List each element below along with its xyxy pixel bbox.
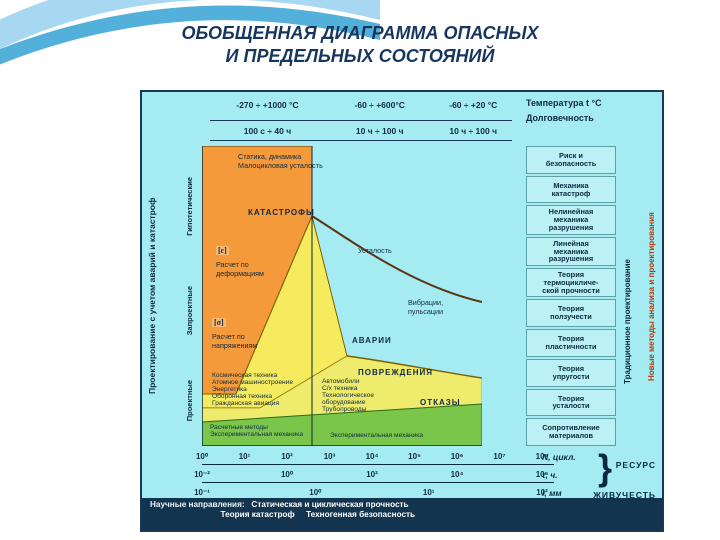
leftcat-zaproj: Запроектные xyxy=(185,286,194,335)
label-resource: РЕСУРС xyxy=(616,460,656,470)
label-avarii: АВАРИИ xyxy=(352,336,392,345)
rcell-8: Теория усталости xyxy=(526,389,616,417)
footer-l3: Техногенная безопасность xyxy=(306,510,415,519)
axis-row-N: 10⁰10¹10²10³10⁴10⁵10⁶10⁷10⁸ xyxy=(202,452,542,468)
rcell-1: Механика катастроф xyxy=(526,176,616,204)
green-left-list: Космическая техника Атомное машиностроен… xyxy=(212,372,293,407)
label-katastrofy: КАТАСТРОФЫ xyxy=(248,208,315,217)
rcell-4: Теория термоцикличе- ской прочности xyxy=(526,268,616,297)
page-title: ОБОБЩЕННАЯ ДИАГРАММА ОПАСНЫХ И ПРЕДЕЛЬНЫ… xyxy=(0,22,720,67)
left-category-strip: Гипотетические Запроектные Проектные xyxy=(150,146,200,446)
top-axis-band: -270 ÷ +1000 °С -60 ÷ +600°С -60 ÷ +20 °… xyxy=(202,96,520,142)
top-axis-rightlabels: Температура t °С Долговечность xyxy=(526,96,656,142)
temp-cell-3: -60 ÷ +20 °С xyxy=(426,100,520,110)
sig-label: Расчет по напряжениям xyxy=(212,332,257,350)
axis3-name: l, мм xyxy=(542,488,562,498)
time-cell-3: 10 ч ÷ 100 ч xyxy=(426,126,520,136)
title-line-1: ОБОБЩЕННАЯ ДИАГРАММА ОПАСНЫХ xyxy=(181,23,538,43)
temp-cell-2: -60 ÷ +600°С xyxy=(333,100,427,110)
diagram-frame: -270 ÷ +1000 °С -60 ÷ +600°С -60 ÷ +20 °… xyxy=(140,90,664,532)
right-theory-column: Риск и безопасность Механика катастроф Н… xyxy=(526,146,616,446)
rcell-7: Теория упругости xyxy=(526,359,616,387)
label-povrezh: ПОВРЕЖДЕНИЯ xyxy=(358,368,433,377)
eps-label: Расчет по деформациям xyxy=(216,260,264,278)
time-cell-2: 10 ч ÷ 100 ч xyxy=(333,126,427,136)
note-vibr: Вибрации, пульсации xyxy=(408,298,443,316)
time-cell-1: 100 с ÷ 40 ч xyxy=(202,126,333,136)
top-right-line2: Долговечность xyxy=(526,111,656,126)
axis1-name: N, цикл. xyxy=(542,452,576,462)
label-otkazy: ОТКАЗЫ xyxy=(420,398,461,407)
rcell-2: Нелинейная механика разрушения xyxy=(526,205,616,234)
green-bottom-left: Расчетные методы Экспериментальная механ… xyxy=(210,424,303,438)
rcell-3: Линейная механика разрушения xyxy=(526,237,616,266)
title-line-2: И ПРЕДЕЛЬНЫХ СОСТОЯНИЙ xyxy=(226,46,495,66)
brace-icon: } xyxy=(598,450,612,486)
rcell-0: Риск и безопасность xyxy=(526,146,616,174)
eps-box: [ε] xyxy=(216,246,229,255)
note-ustalost: Усталость xyxy=(358,246,392,255)
rcell-9: Сопротивление материалов xyxy=(526,418,616,446)
right-inner-vertical: Традиционное проектирование xyxy=(623,212,632,432)
leftcat-proekt: Проектные xyxy=(185,380,194,421)
top-right-line1: Температура t °С xyxy=(526,96,656,111)
green-bottom-right: Экспериментальная механика xyxy=(330,432,423,439)
note-top: Статика, динамика Малоцикловая усталость xyxy=(238,152,323,170)
right-outer-vertical: Новые методы анализа и проектирования xyxy=(647,152,656,442)
temp-cell-1: -270 ÷ +1000 °С xyxy=(202,100,333,110)
leftcat-gipo: Гипотетические xyxy=(185,177,194,236)
axis2-name: τ, ч. xyxy=(542,470,558,480)
footer-key: Научные направления: xyxy=(150,500,245,509)
left-big-vertical-label: Проектирование с учетом аварий и катастр… xyxy=(148,146,157,446)
rcell-5: Теория ползучести xyxy=(526,299,616,327)
rcell-6: Теория пластичности xyxy=(526,329,616,357)
axis-row-tau: 10⁻²10⁰10²10⁴10⁶ xyxy=(202,470,542,486)
main-plot-area: КАТАСТРОФЫ АВАРИИ ПОВРЕЖДЕНИЯ ОТКАЗЫ Ста… xyxy=(202,146,482,446)
green-right-list: Автомобили С/х техника Технологическое о… xyxy=(322,378,374,413)
footer-l1: Статическая и циклическая прочность xyxy=(251,500,408,509)
upper-curve xyxy=(312,216,482,302)
footer-l2: Теория катастроф xyxy=(221,510,295,519)
footer-band: Научные направления: Статическая и цикли… xyxy=(142,498,662,530)
sig-box: [σ] xyxy=(212,318,226,327)
